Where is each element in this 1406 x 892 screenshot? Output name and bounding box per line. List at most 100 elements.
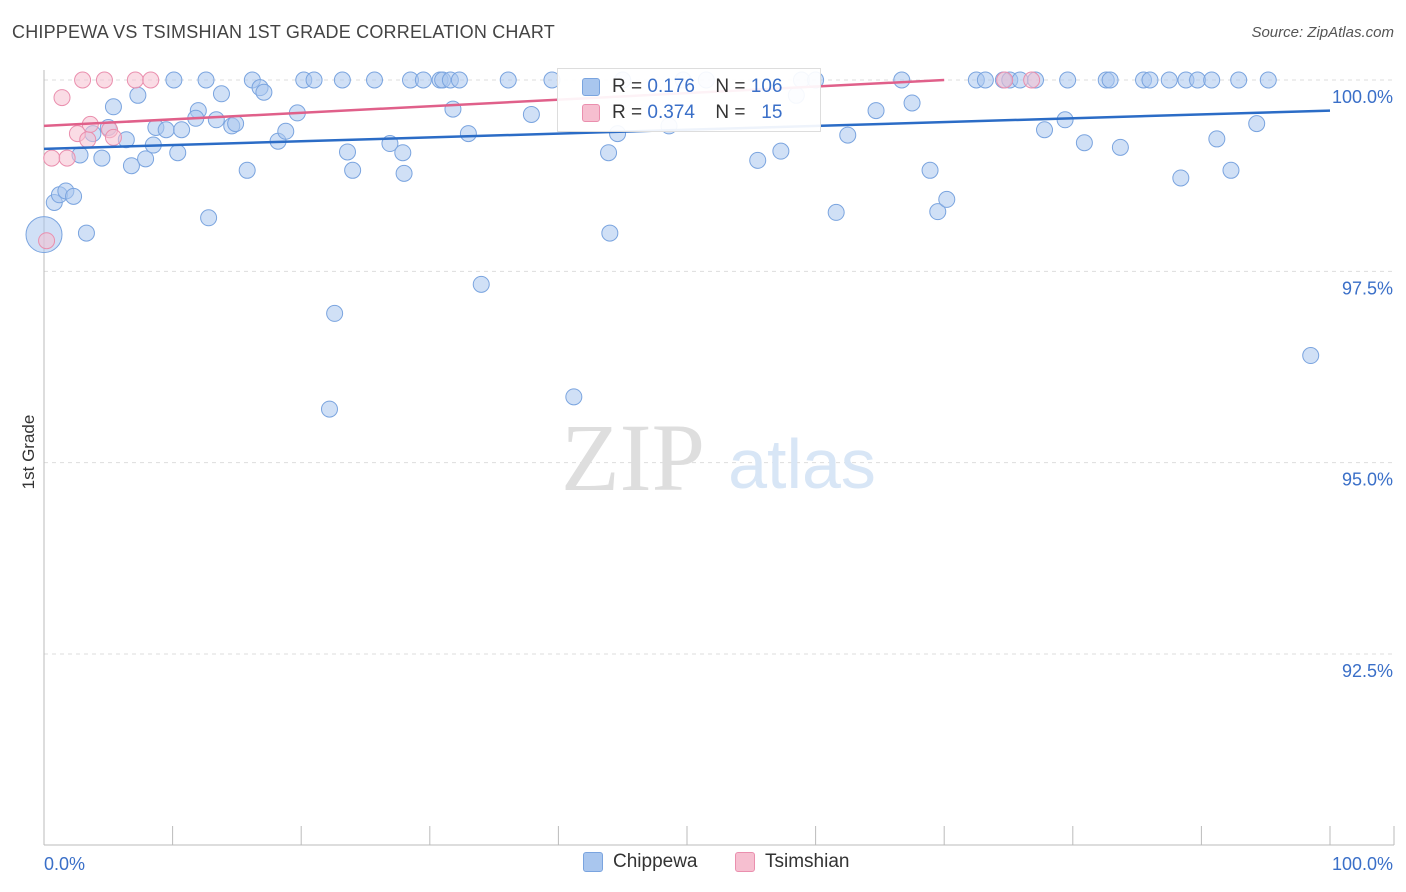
chippewa-point: [839, 126, 857, 144]
legend-n-value: 106: [750, 76, 783, 97]
watermark-zip: ZIP: [561, 404, 705, 511]
legend-label-tsimshian: Tsimshian: [765, 851, 850, 872]
chippewa-point: [129, 86, 147, 104]
chippewa-point: [1036, 121, 1054, 139]
chippewa-point: [444, 100, 462, 118]
axes: [43, 70, 1395, 846]
legend-r-label: R =: [612, 102, 648, 123]
legend-r-value: 0.374: [647, 102, 695, 123]
tsimshian-point: [43, 149, 61, 167]
chippewa-point: [929, 203, 947, 221]
chippewa-point: [1141, 71, 1159, 89]
chippewa-point: [77, 224, 95, 242]
chippewa-point: [1259, 71, 1277, 89]
tsimshian-point: [53, 89, 71, 107]
tsimshian-point: [126, 71, 144, 89]
chippewa-point: [305, 71, 323, 89]
chippewa-point: [394, 144, 412, 162]
chippewa-point: [893, 71, 911, 89]
chippewa-point: [65, 187, 83, 205]
legend-label-chippewa: Chippewa: [613, 851, 698, 872]
chippewa-point: [395, 164, 413, 182]
chippewa-point: [1208, 130, 1226, 148]
y-tick-label: 95.0%: [1342, 470, 1393, 490]
tsimshian-point: [74, 71, 92, 89]
x-tick-label: 0.0%: [44, 854, 85, 874]
chippewa-point: [565, 388, 583, 406]
chippewa-point: [499, 71, 517, 89]
chippewa-point: [255, 83, 273, 101]
chippewa-point: [238, 161, 256, 179]
legend-item-chippewa: Chippewa: [583, 851, 698, 873]
chippewa-point: [459, 125, 477, 143]
y-axis-label: 1st Grade: [19, 415, 38, 490]
chippewa-point: [1075, 134, 1093, 152]
chippewa-point: [320, 400, 338, 418]
legend-row-chippewa: R = 0.176 N = 106: [582, 74, 782, 100]
legend-r-value: 0.176: [647, 76, 695, 97]
chippewa-point: [338, 143, 356, 161]
y-tick-label: 92.5%: [1342, 661, 1393, 681]
chippewa-point: [1230, 71, 1248, 89]
chippewa-point: [1101, 71, 1119, 89]
chippewa-point: [1248, 115, 1266, 133]
chippewa-point: [212, 85, 230, 103]
legend-n-label: N =: [715, 102, 751, 123]
chippewa-point: [772, 142, 790, 160]
chippewa-point: [122, 157, 140, 175]
tsimshian-points: [38, 71, 1041, 250]
watermark-atlas: atlas: [728, 425, 876, 503]
tsimshian-point: [79, 131, 97, 149]
tsimshian-point: [142, 71, 160, 89]
chippewa-point: [93, 149, 111, 167]
chippewa-point: [1059, 71, 1077, 89]
y-tick-label: 97.5%: [1342, 278, 1393, 298]
legend-swatch-tsimshian: [582, 104, 600, 122]
chippewa-point: [921, 161, 939, 179]
legend-swatch-chippewa: [583, 852, 603, 872]
tsimshian-point: [58, 149, 76, 167]
chippewa-point: [197, 71, 215, 89]
tsimshian-point: [104, 128, 122, 146]
chippewa-point: [938, 190, 956, 208]
series-legend: Chippewa Tsimshian: [0, 851, 1406, 877]
chippewa-point: [207, 111, 225, 129]
y-tick-label: 100.0%: [1332, 87, 1393, 107]
chart-title: CHIPPEWA VS TSIMSHIAN 1ST GRADE CORRELAT…: [12, 22, 555, 42]
tick-labels: 100.0% 97.5% 95.0% 92.5% 0.0% 100.0%: [44, 87, 1393, 874]
tsimshian-point: [38, 232, 56, 250]
chippewa-point: [472, 275, 490, 293]
x-tick-label: 100.0%: [1332, 854, 1393, 874]
chippewa-point: [1160, 71, 1178, 89]
chippewa-point: [867, 102, 885, 120]
chippewa-point: [169, 144, 187, 162]
chippewa-point: [227, 115, 245, 133]
chippewa-point: [522, 105, 540, 123]
chippewa-point: [1189, 71, 1207, 89]
tsimshian-point: [996, 71, 1014, 89]
legend-row-tsimshian: R = 0.374 N = 15: [582, 100, 782, 126]
watermark: ZIP atlas: [561, 404, 876, 511]
chippewa-point: [1222, 161, 1240, 179]
chippewa-point: [827, 203, 845, 221]
chippewa-point: [976, 71, 994, 89]
chippewa-point: [344, 161, 362, 179]
chippewa-point: [200, 209, 218, 227]
chippewa-point: [601, 224, 619, 242]
chippewa-point: [903, 94, 921, 112]
legend-item-tsimshian: Tsimshian: [735, 851, 849, 873]
chippewa-point: [450, 71, 468, 89]
chippewa-point: [137, 150, 155, 168]
legend-n-label: N =: [715, 76, 751, 97]
tsimshian-point: [95, 71, 113, 89]
chippewa-point: [277, 122, 295, 140]
chippewa-point: [333, 71, 351, 89]
chippewa-point: [414, 71, 432, 89]
legend-swatch-chippewa: [582, 78, 600, 96]
chippewa-point: [1203, 71, 1221, 89]
chippewa-point: [165, 71, 183, 89]
legend-n-value: 15: [750, 102, 783, 123]
stats-legend: R = 0.176 N = 106 R = 0.374 N = 15: [557, 68, 821, 132]
legend-swatch-tsimshian: [735, 852, 755, 872]
